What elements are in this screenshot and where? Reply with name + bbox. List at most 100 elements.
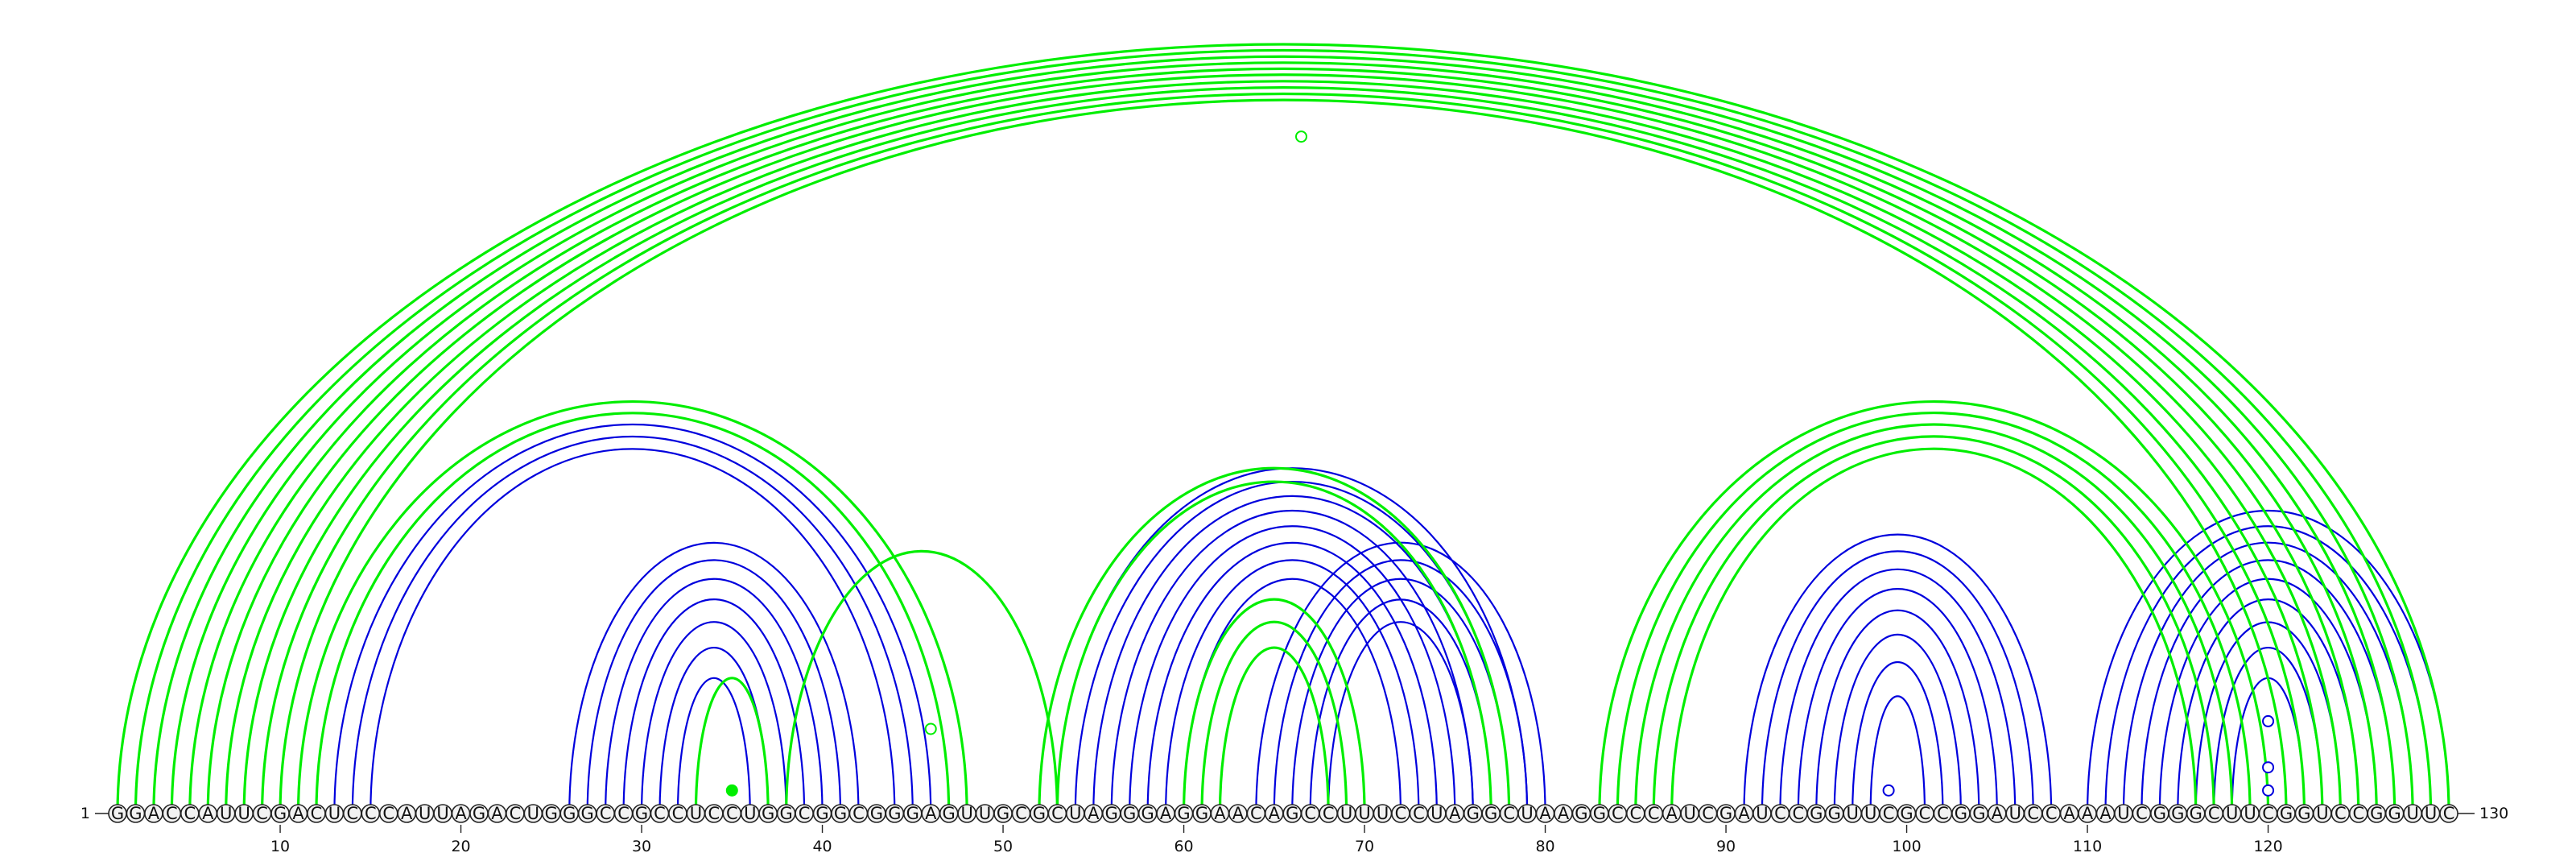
nucleotide: A: [198, 804, 218, 823]
green-pair-arc: [296, 400, 968, 814]
nucleotide-letter: G: [1177, 804, 1190, 823]
nucleotide-letter: A: [1558, 804, 1570, 823]
nucleotide: C: [1879, 804, 1898, 823]
blue-pair-arc: [605, 578, 824, 814]
green-pair-arc: [1670, 447, 2198, 814]
nucleotide-letter: U: [2009, 804, 2021, 823]
nucleotide-letter: U: [1358, 804, 1370, 823]
nucleotide: C: [2258, 804, 2278, 823]
nucleotide-letter: A: [1232, 804, 1245, 823]
blue-pair-arc: [315, 412, 950, 814]
nucleotide: G: [2168, 804, 2188, 823]
tick-label: 80: [1535, 838, 1554, 855]
nucleotide-letter: G: [1900, 804, 1913, 823]
nucleotide: G: [1716, 804, 1736, 823]
nucleotide-letter: C: [1250, 804, 1262, 823]
nucleotide-letter: G: [1123, 804, 1136, 823]
tick-label: 30: [632, 838, 651, 855]
nucleotide: A: [2059, 804, 2079, 823]
nucleotide: G: [1282, 804, 1302, 823]
nucleotide-letter: G: [1033, 804, 1046, 823]
nucleotide: A: [1084, 804, 1104, 823]
nucleotide-letter: U: [2117, 804, 2129, 823]
nucleotide-letter: G: [1105, 804, 1118, 823]
nucleotide-letter: A: [2082, 804, 2094, 823]
nucleotide-letter: G: [1286, 804, 1298, 823]
nucleotide-letter: G: [2280, 804, 2293, 823]
nucleotide-letter: G: [1467, 804, 1480, 823]
nucleotide-letter: C: [2262, 804, 2274, 823]
nucleotide: G: [1120, 804, 1139, 823]
nucleotide: A: [1535, 804, 1555, 823]
nucleotide: U: [2421, 804, 2441, 823]
start-position-label: 1: [80, 805, 90, 822]
nucleotide-letter: G: [1484, 804, 1497, 823]
nucleotide: C: [2439, 804, 2458, 823]
nucleotide: C: [613, 804, 634, 823]
blue-pair-arc: [1869, 695, 1926, 814]
position-ticks: 10 20 30 40 50 60 70 80 90 100 110 120: [270, 825, 2283, 855]
nucleotide: C: [506, 804, 525, 823]
nucleotide: C: [2023, 804, 2043, 823]
nucleotide-letter: U: [960, 804, 972, 823]
nucleotide: U: [2222, 804, 2242, 823]
nucleotide: C: [307, 804, 326, 823]
tick-label: 120: [2253, 838, 2282, 855]
nucleotide-letter: U: [690, 804, 702, 823]
nucleotide: A: [2095, 804, 2116, 823]
nucleotide: U: [1680, 804, 1699, 823]
nucleotide-letter: G: [943, 804, 956, 823]
nucleotide-letter: C: [365, 804, 377, 823]
nucleotide: G: [1030, 804, 1049, 823]
blue-pair-arc: [1092, 495, 1492, 814]
nucleotide: G: [867, 804, 886, 823]
nucleotide: U: [1860, 804, 1880, 823]
nucleotide: C: [180, 804, 200, 823]
nucleotide: G: [903, 804, 923, 823]
blue-pair-arc: [676, 677, 751, 814]
green-pair-arc: [208, 75, 2359, 814]
nucleotide: G: [2277, 804, 2296, 823]
nucleotide-letter: C: [2352, 804, 2364, 823]
nucleotide-letter: G: [2171, 804, 2184, 823]
green-pair-arc: [1652, 435, 2215, 814]
nucleotide-letter: U: [436, 804, 448, 823]
nucleotide: G: [776, 804, 796, 823]
nucleotide: A: [1228, 804, 1248, 823]
nucleotide: U: [1373, 804, 1393, 823]
nucleotide-letter: A: [1449, 804, 1461, 823]
nucleotide-letter: G: [762, 804, 774, 823]
nucleotide: U: [433, 804, 452, 823]
nucleotide-letter: A: [1269, 804, 1281, 823]
green-pair-arc: [154, 56, 2413, 814]
nucleotide: C: [2204, 804, 2223, 823]
nucleotide-letter: G: [906, 804, 919, 823]
nucleotide-letter: C: [600, 804, 612, 823]
nucleotide: G: [559, 804, 580, 823]
blue-pair-arc: [1273, 559, 1529, 814]
nucleotide-letter: C: [2334, 804, 2347, 823]
nucleotide-letter: G: [1955, 804, 1967, 823]
nucleotide: C: [252, 804, 272, 823]
nucleotide: C: [1933, 804, 1953, 823]
nucleotide-letter: G: [2153, 804, 2166, 823]
green-pair-arc: [1200, 620, 1348, 814]
nucleotide: G: [270, 804, 290, 823]
arc-marker: [2262, 714, 2275, 727]
nucleotide-letter: C: [654, 804, 666, 823]
nucleotide-letter: G: [1575, 804, 1587, 823]
green-pair-arc: [694, 677, 770, 814]
nucleotide-letter: G: [635, 804, 648, 823]
nucleotide: A: [1265, 804, 1284, 823]
blue-pair-arc: [351, 435, 914, 814]
nucleotide: U: [523, 804, 543, 823]
nucleotide-letter: U: [979, 804, 991, 823]
nucleotide: C: [162, 804, 182, 823]
green-pair-arc: [315, 412, 951, 814]
nucleotide: C: [1626, 804, 1645, 823]
nucleotide-letter: C: [1793, 804, 1805, 823]
nucleotide-letter: G: [870, 804, 883, 823]
nucleotide-letter: G: [1810, 804, 1823, 823]
nucleotide: C: [704, 804, 724, 823]
